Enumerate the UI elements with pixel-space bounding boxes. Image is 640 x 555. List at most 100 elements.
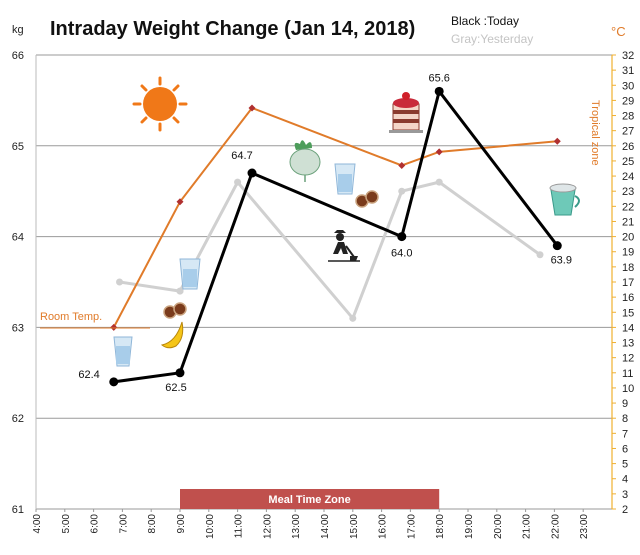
x-tick-label: 8:00 xyxy=(147,514,158,534)
series-yesterday-point xyxy=(435,178,443,186)
x-tick-label: 6:00 xyxy=(90,514,101,534)
x-tick-label: 17:00 xyxy=(406,514,417,539)
series-temperature-point xyxy=(110,323,118,331)
series-today-point xyxy=(397,232,407,242)
series-yesterday-point xyxy=(234,178,242,186)
cup-icon xyxy=(549,183,580,216)
water-glass-icon xyxy=(113,336,133,367)
cookies-icon xyxy=(355,190,379,208)
x-tick-label: 15:00 xyxy=(349,514,360,539)
series-yesterday-line xyxy=(178,180,541,320)
y-left-tick-label: 66 xyxy=(12,50,24,62)
x-tick-label: 21:00 xyxy=(522,514,533,539)
y-right-tick-label: 24 xyxy=(622,171,634,183)
y-right-tick-label: 5 xyxy=(622,459,628,471)
series-today-point xyxy=(434,86,444,96)
legend-yesterday: Gray:Yesterday xyxy=(451,32,533,46)
series-temperature-point xyxy=(553,137,561,145)
data-label: 63.9 xyxy=(551,255,572,267)
series-today-point xyxy=(109,377,119,387)
y-right-tick-label: 22 xyxy=(622,201,634,213)
y-right-tick-label: 27 xyxy=(622,126,634,138)
data-labels: 62.4 62.5 64.7 64.0 65.6 63.9 xyxy=(78,72,572,393)
data-label: 64.7 xyxy=(231,150,252,162)
y-right-tick-label: 3 xyxy=(622,489,628,501)
x-tick-label: 13:00 xyxy=(291,514,302,539)
x-tick-label: 20:00 xyxy=(493,514,504,539)
x-tick-label: 16:00 xyxy=(378,514,389,539)
x-tick-label: 18:00 xyxy=(435,514,446,539)
y-right-tick-label: 23 xyxy=(622,186,634,198)
y-right-tick-label: 30 xyxy=(622,80,634,92)
series-today-point xyxy=(175,368,185,378)
y-right-tick-label: 7 xyxy=(622,428,628,440)
y-right-tick-label: 21 xyxy=(622,216,634,228)
series-today-line xyxy=(113,89,559,384)
y-right-ticks: 2345678910111213141516171819202122232425… xyxy=(612,50,634,516)
unit-right: °C xyxy=(611,24,626,39)
tropical-zone-label: Tropical zone xyxy=(589,100,601,166)
y-right-tick-label: 25 xyxy=(622,156,634,168)
series-today-point xyxy=(247,168,257,178)
y-right-tick-label: 11 xyxy=(622,368,633,380)
y-right-tick-label: 12 xyxy=(622,353,634,365)
series-temperature-point xyxy=(398,161,406,169)
series-yesterday-point xyxy=(398,187,406,195)
meal-time-zone-label: Meal Time Zone xyxy=(268,494,350,506)
water-glass-icon xyxy=(334,163,356,195)
series-temperature-point xyxy=(435,148,443,156)
series-temperature-point xyxy=(176,198,184,206)
y-right-tick-label: 9 xyxy=(622,398,628,410)
chart-title: Intraday Weight Change (Jan 14, 2018) xyxy=(50,18,415,40)
x-ticks: 4:00 5:00 6:00 7:00 8:00 9:00 10:00 11:00 12:00 1… xyxy=(32,509,590,539)
y-left-tick-label: 64 xyxy=(12,232,24,244)
x-tick-label: 11:00 xyxy=(234,514,245,539)
y-right-tick-label: 28 xyxy=(622,111,634,123)
series-yesterday-point xyxy=(536,251,544,259)
y-right-tick-label: 15 xyxy=(622,307,634,319)
y-right-tick-label: 29 xyxy=(622,95,634,107)
series-yesterday xyxy=(116,178,544,322)
y-right-tick-label: 19 xyxy=(622,247,634,259)
series-today-point xyxy=(552,241,562,251)
sun-icon xyxy=(132,76,188,132)
y-left-tick-label: 65 xyxy=(12,141,24,153)
x-tick-label: 12:00 xyxy=(262,514,273,539)
y-right-tick-label: 2 xyxy=(622,504,628,516)
series-temperature-line xyxy=(112,106,558,328)
x-tick-label: 5:00 xyxy=(61,514,72,534)
data-label: 64.0 xyxy=(391,248,412,260)
cookies-icon xyxy=(163,302,187,319)
y-right-tick-label: 18 xyxy=(622,262,634,274)
y-right-tick-label: 6 xyxy=(622,443,628,455)
unit-left: kg xyxy=(12,24,24,36)
series-yesterday-line xyxy=(119,280,181,293)
x-tick-label: 10:00 xyxy=(205,514,216,539)
x-tick-label: 22:00 xyxy=(550,514,561,539)
y-left-ticks: 61 62 63 64 65 66 xyxy=(12,50,24,516)
meal-time-zone-bar xyxy=(180,489,440,509)
y-right-tick-label: 26 xyxy=(622,141,634,153)
x-tick-label: 9:00 xyxy=(176,514,187,534)
x-tick-label: 4:00 xyxy=(32,514,43,534)
y-right-tick-label: 14 xyxy=(622,322,634,334)
data-label: 62.4 xyxy=(78,369,99,381)
series-yesterday-point xyxy=(176,287,184,295)
y-right-tick-label: 8 xyxy=(622,413,628,425)
data-label: 62.5 xyxy=(165,382,186,394)
y-right-tick-label: 17 xyxy=(622,277,634,289)
series-today xyxy=(109,86,562,387)
banana-icon xyxy=(160,321,184,349)
y-right-tick-label: 10 xyxy=(622,383,634,395)
data-label: 65.6 xyxy=(428,72,449,84)
y-left-tick-label: 63 xyxy=(12,322,24,334)
legend-today: Black :Today xyxy=(451,14,519,28)
y-right-tick-label: 31 xyxy=(622,65,634,77)
y-right-tick-label: 32 xyxy=(622,50,634,62)
y-right-tick-label: 16 xyxy=(622,292,634,304)
y-right-tick-label: 20 xyxy=(622,232,634,244)
series-temperature-point xyxy=(248,104,256,112)
room-temp-label: Room Temp. xyxy=(40,311,102,323)
y-right-tick-label: 4 xyxy=(622,474,628,486)
